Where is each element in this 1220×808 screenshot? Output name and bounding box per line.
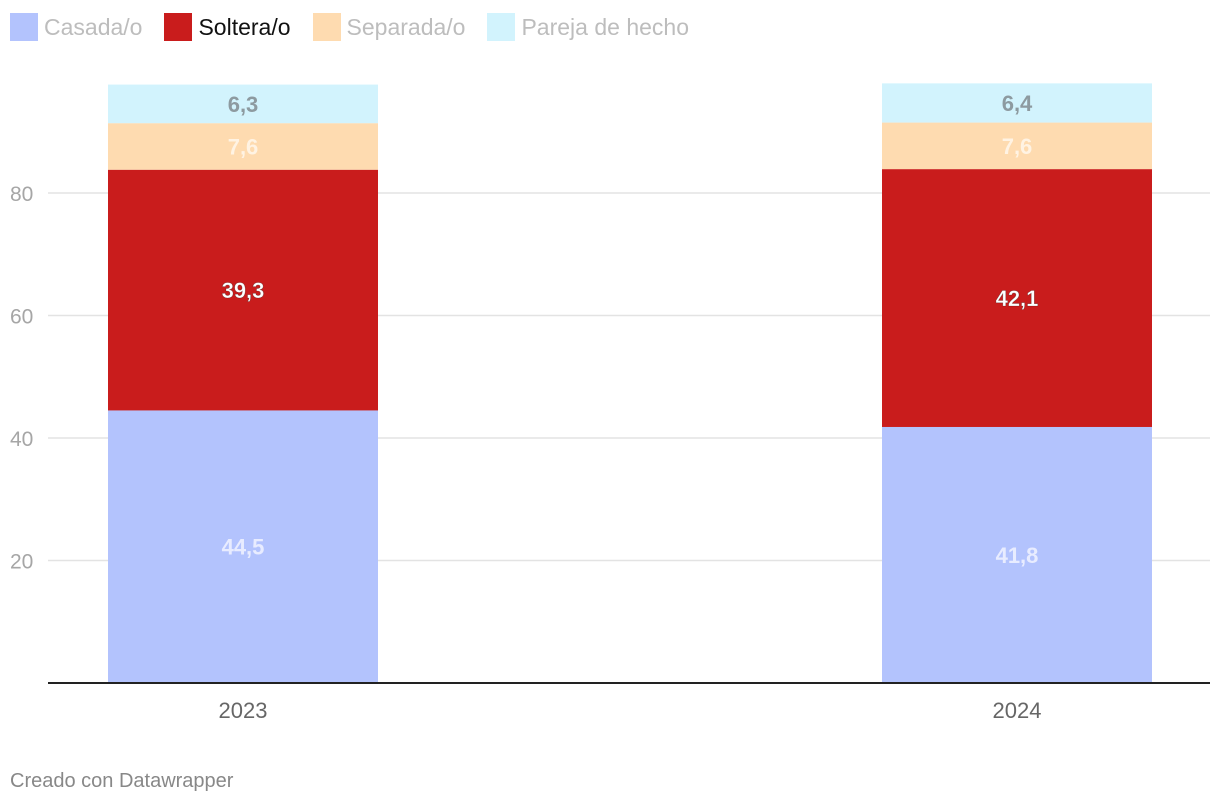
bar-segment[interactable] xyxy=(108,410,378,683)
y-tick-label: 80 xyxy=(10,183,33,206)
data-label: 44,5 xyxy=(222,535,265,560)
data-label: 6,3 xyxy=(228,92,259,117)
data-label: 42,1 xyxy=(996,286,1039,311)
legend-item[interactable]: Casada/o xyxy=(10,13,142,41)
bar-segment[interactable] xyxy=(108,123,378,170)
legend-item[interactable]: Soltera/o xyxy=(164,13,291,41)
legend-swatch xyxy=(10,13,38,41)
bar-segment[interactable] xyxy=(882,122,1152,170)
legend-label: Soltera/o xyxy=(198,13,291,40)
legend-label: Casada/o xyxy=(44,13,143,40)
legend-swatch xyxy=(487,13,516,41)
data-label: 6,4 xyxy=(1002,91,1033,116)
bar-segment[interactable] xyxy=(108,169,378,411)
data-label: 39,3 xyxy=(222,278,265,303)
legend-label: Separada/o xyxy=(346,13,466,40)
data-label: 7,6 xyxy=(228,134,259,159)
legend-label: Pareja de hecho xyxy=(521,13,689,40)
legend-item[interactable]: Separada/o xyxy=(312,13,466,41)
legend-swatch xyxy=(312,13,341,41)
legend: Casada/o Soltera/o Separada/o Pareja de hec… xyxy=(10,11,711,43)
legend-swatch xyxy=(164,13,193,41)
data-label: 7,6 xyxy=(1002,134,1033,159)
x-tick-label: 2023 xyxy=(219,698,268,723)
bar-segment[interactable] xyxy=(882,426,1152,683)
y-tick-label: 20 xyxy=(10,551,33,574)
legend-item[interactable]: Pareja de hecho xyxy=(487,13,689,41)
bar-segment[interactable] xyxy=(882,169,1152,427)
y-tick-label: 40 xyxy=(10,428,33,451)
y-tick-label: 60 xyxy=(10,306,33,329)
footer-credit: Creado con Datawrapper xyxy=(10,770,234,792)
data-label: 41,8 xyxy=(996,543,1039,568)
bar-segment[interactable] xyxy=(882,83,1152,123)
x-tick-label: 2024 xyxy=(993,698,1042,723)
bar-segment[interactable] xyxy=(108,84,378,124)
